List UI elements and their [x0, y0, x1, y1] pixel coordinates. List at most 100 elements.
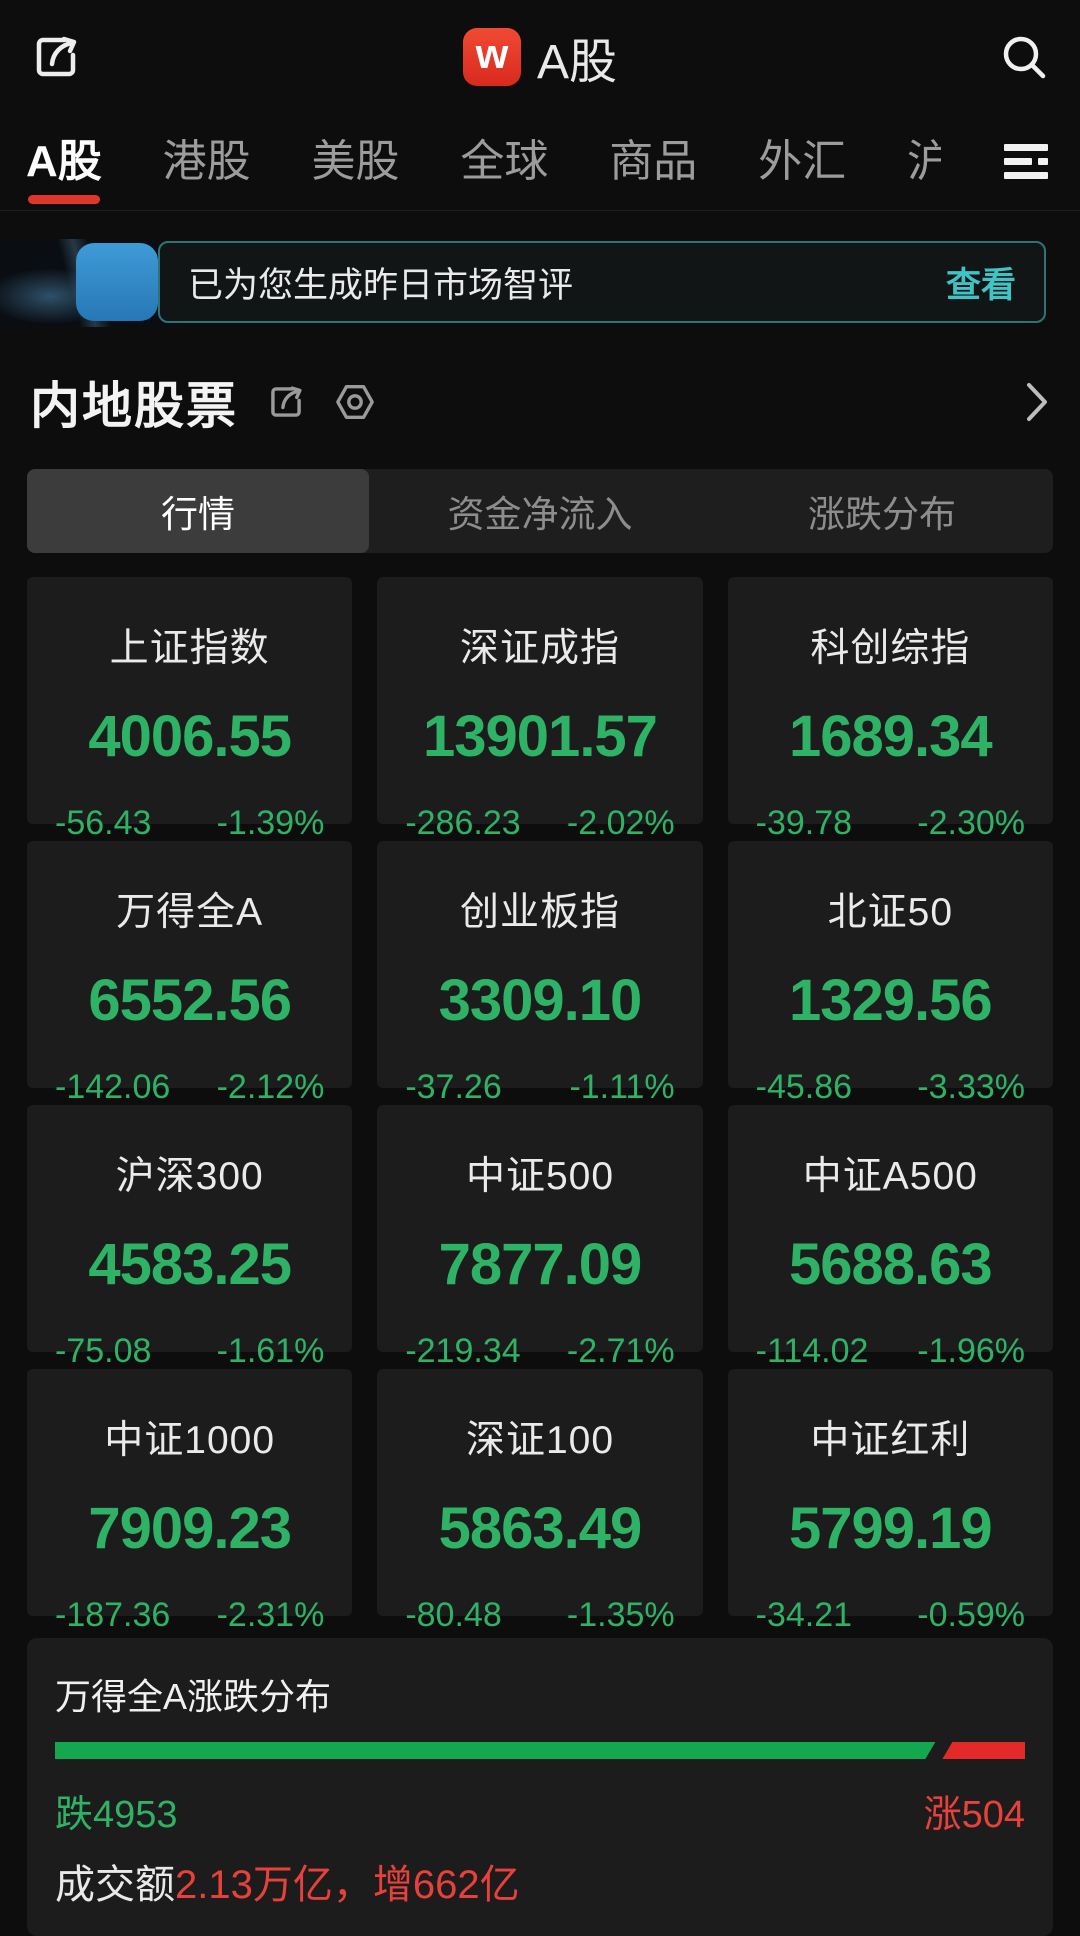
banner-message-box: 已为您生成昨日市场智评 查看 [158, 241, 1046, 323]
index-last-price: 4583.25 [88, 1232, 292, 1297]
search-icon[interactable] [998, 31, 1050, 83]
sub-tab-label: 涨跌分布 [808, 494, 956, 535]
index-change: -80.48 [405, 1596, 502, 1634]
index-card[interactable]: 中证A500 5688.63 -114.02 -1.96% [727, 1105, 1053, 1370]
index-name: 中证红利 [810, 1419, 971, 1462]
index-name: 深证100 [465, 1419, 615, 1462]
index-name: 万得全A [116, 891, 264, 934]
index-change-pct: -2.02% [566, 804, 675, 842]
index-change-pct: -2.30% [917, 804, 1025, 842]
sub-tab-涨跌分布[interactable]: 涨跌分布 [711, 469, 1053, 553]
advancers-count-label: 涨504 [923, 1794, 1025, 1836]
advancers-bar-segment [942, 1742, 1025, 1759]
index-card[interactable]: 上证指数 4006.55 -56.43 -1.39% [27, 577, 353, 842]
index-name: 北证50 [827, 891, 954, 934]
turnover-prefix: 成交额 [55, 1863, 175, 1907]
market-tab-港股[interactable]: 港股 [163, 114, 251, 210]
index-last-price: 4006.55 [88, 704, 292, 769]
distribution-panel[interactable]: 万得全A涨跌分布 跌4953 涨504 成交额2.13万亿，增662亿 [27, 1638, 1053, 1936]
index-last-price: 1329.56 [789, 968, 993, 1033]
turnover-line: 成交额2.13万亿，增662亿 [55, 1852, 1025, 1910]
decliners-bar-segment [55, 1742, 935, 1759]
sub-tab-资金净流入[interactable]: 资金净流入 [369, 469, 711, 553]
market-tab-label: A股 [26, 137, 102, 186]
sub-tab-label: 行情 [161, 494, 235, 535]
market-tab-外汇[interactable]: 外汇 [758, 114, 846, 210]
share-icon[interactable] [30, 31, 82, 83]
index-change-pct: -1.39% [216, 804, 325, 842]
smart-review-banner[interactable]: 已为您生成昨日市场智评 查看 [0, 239, 1080, 327]
view-sub-tabs: 行情 资金净流入 涨跌分布 [27, 469, 1053, 553]
decliners-count-label: 跌4953 [55, 1794, 178, 1836]
index-last-price: 6552.56 [88, 968, 292, 1033]
index-card[interactable]: 科创综指 1689.34 -39.78 -2.30% [727, 577, 1053, 842]
section-config-icon[interactable] [334, 381, 376, 423]
index-change: -142.06 [55, 1068, 171, 1106]
banner-view-link[interactable]: 查看 [945, 265, 1016, 305]
index-change: -219.34 [405, 1332, 521, 1370]
index-card[interactable]: 中证1000 7909.23 -187.36 -2.31% [27, 1369, 353, 1634]
index-card[interactable]: 深证100 5863.49 -80.48 -1.35% [377, 1369, 703, 1634]
banner-message: 已为您生成昨日市场智评 [188, 265, 574, 305]
index-name: 科创综指 [810, 627, 971, 670]
index-name: 中证1000 [104, 1419, 276, 1462]
index-last-price: 5863.49 [438, 1496, 643, 1561]
market-tab-label: 外汇 [758, 137, 847, 186]
app-header: w A股 [0, 0, 1080, 114]
index-change: -45.86 [755, 1068, 853, 1106]
index-last-price: 5799.19 [789, 1496, 993, 1561]
index-change-pct: -1.11% [569, 1068, 675, 1106]
market-tab-商品[interactable]: 商品 [609, 114, 697, 210]
index-change-pct: -2.12% [216, 1068, 325, 1106]
wind-logo: w [462, 28, 521, 86]
sub-tab-行情[interactable]: 行情 [27, 469, 369, 553]
sub-tab-label: 资金净流入 [447, 494, 633, 535]
index-change: -286.23 [405, 804, 521, 842]
index-card[interactable]: 万得全A 6552.56 -142.06 -2.12% [27, 841, 353, 1106]
banner-thumbnail [76, 243, 158, 321]
index-last-price: 13901.57 [423, 704, 658, 769]
index-name: 上证指数 [109, 627, 270, 670]
index-card[interactable]: 沪深300 4583.25 -75.08 -1.61% [27, 1105, 353, 1370]
market-tab-全球[interactable]: 全球 [460, 114, 548, 210]
index-change-pct: -2.31% [216, 1596, 325, 1634]
market-tab-label: 港股 [162, 137, 251, 186]
index-card[interactable]: 深证成指 13901.57 -286.23 -2.02% [377, 577, 703, 842]
index-change-pct: -1.96% [917, 1332, 1025, 1370]
index-name: 中证500 [465, 1155, 615, 1198]
section-header: 内地股票 [30, 361, 1050, 443]
index-change: -187.36 [55, 1596, 171, 1634]
page-title: A股 [536, 36, 618, 89]
index-change-pct: -1.61% [216, 1332, 325, 1370]
market-tab-美股[interactable]: 美股 [312, 114, 400, 210]
index-change: -39.78 [755, 804, 853, 842]
index-change: -34.21 [755, 1596, 853, 1634]
index-card-grid: 上证指数 4006.55 -56.43 -1.39% 深证成指 13901.57… [27, 577, 1053, 1634]
market-tab-沪[interactable]: 沪 [907, 114, 941, 210]
distribution-title: 万得全A涨跌分布 [55, 1676, 332, 1717]
index-name: 创业板指 [459, 891, 620, 934]
index-change: -75.08 [55, 1332, 152, 1370]
market-tab-label: 商品 [609, 137, 698, 186]
index-last-price: 7909.23 [88, 1496, 292, 1561]
section-share-icon[interactable] [266, 382, 306, 422]
market-tabs: A股 港股 美股 全球 商品 外汇 沪 [0, 114, 1080, 211]
index-change-pct: -2.71% [566, 1332, 675, 1370]
header-title-group: w A股 [0, 0, 1080, 114]
section-title: 内地股票 [30, 378, 238, 434]
index-last-price: 7877.09 [438, 1232, 643, 1297]
index-card[interactable]: 北证50 1329.56 -45.86 -3.33% [727, 841, 1053, 1106]
market-tab-label: 美股 [311, 137, 400, 186]
index-change: -37.26 [405, 1068, 502, 1106]
index-name: 中证A500 [802, 1155, 978, 1198]
index-name: 沪深300 [115, 1155, 264, 1198]
market-tab-A股[interactable]: A股 [26, 114, 102, 210]
index-card[interactable]: 中证红利 5799.19 -34.21 -0.59% [727, 1369, 1053, 1634]
index-change-pct: -1.35% [566, 1596, 675, 1634]
index-card[interactable]: 创业板指 3309.10 -37.26 -1.11% [377, 841, 703, 1106]
index-last-price: 5688.63 [789, 1232, 993, 1297]
index-last-price: 3309.10 [438, 968, 643, 1033]
chevron-right-icon[interactable] [1024, 379, 1050, 425]
index-card[interactable]: 中证500 7877.09 -219.34 -2.71% [377, 1105, 703, 1370]
more-tabs-icon[interactable] [1002, 140, 1054, 184]
